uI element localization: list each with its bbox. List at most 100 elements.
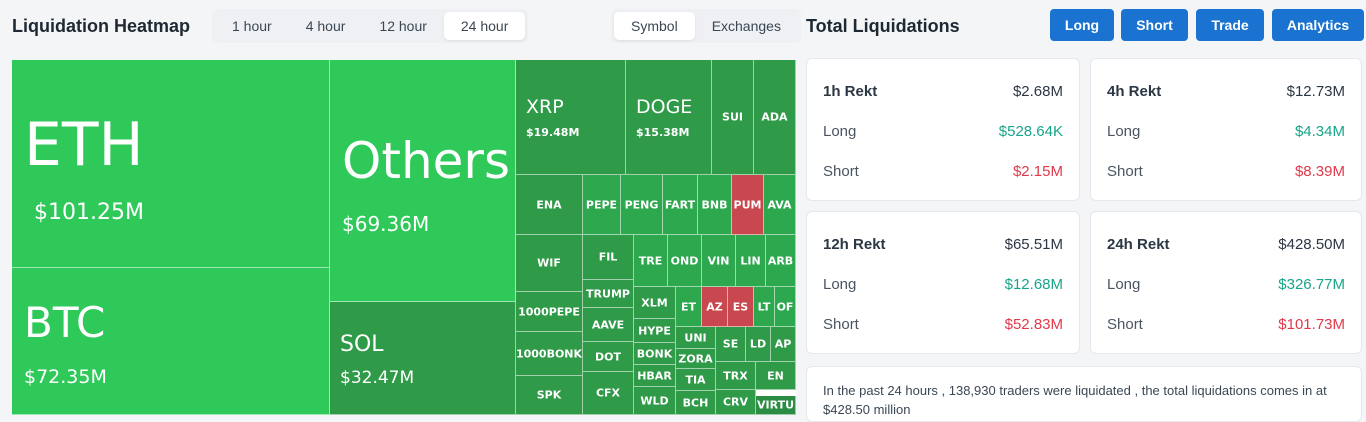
tab-12-hour[interactable]: 12 hour xyxy=(379,18,427,34)
tile-symbol: HYPE xyxy=(638,324,671,337)
tile-symbol: VIN xyxy=(707,254,730,267)
heatmap-tile-pepe[interactable]: PEPE xyxy=(583,175,621,235)
tile-symbol: OF xyxy=(776,300,794,313)
tile-symbol: ZORA xyxy=(678,352,713,365)
heatmap-tile-esx[interactable]: ES xyxy=(728,287,754,327)
heatmap-tile-cfx[interactable]: CFX xyxy=(583,372,634,415)
heatmap-tile-bch[interactable]: BCH xyxy=(676,391,716,415)
tile-symbol: SUI xyxy=(722,110,743,124)
heatmap-tile-tree[interactable]: TRE xyxy=(634,235,668,287)
tab-24-hour[interactable]: 24 hour xyxy=(443,12,526,40)
tile-symbol: TRE xyxy=(638,254,663,267)
heatmap-tile-zora[interactable]: ZORA xyxy=(676,349,716,369)
tile-symbol: LD xyxy=(749,337,767,351)
heatmap-tile-wld[interactable]: WLD xyxy=(634,387,676,415)
heatmap-tile-apt[interactable]: AP xyxy=(771,327,796,362)
heatmap-tile-ondo[interactable]: OND xyxy=(668,235,702,287)
heatmap-tile-bonk[interactable]: BONK xyxy=(634,343,676,365)
stat-card-24h: 24h Rekt $428.50M Long $326.77M Short $1… xyxy=(1090,211,1362,354)
heatmap-tile-crv[interactable]: CRV xyxy=(716,390,756,415)
card-total: $2.68M xyxy=(1012,83,1063,100)
heatmap-tile-fart[interactable]: FART xyxy=(663,175,698,235)
liquidation-summary: In the past 24 hours , 138,930 traders w… xyxy=(806,366,1362,422)
card-long-row: Long $12.68M xyxy=(823,276,1063,296)
heatmap-tile-1000pepe[interactable]: 1000PEPE xyxy=(516,292,583,332)
heatmap-tile-ens[interactable]: EN xyxy=(756,362,796,390)
heatmap-tile-virtual[interactable]: VIRTU xyxy=(756,396,796,415)
card-short-row: Short $8.39M xyxy=(1107,163,1345,183)
heatmap-tile-tia[interactable]: TIA xyxy=(676,369,716,391)
tab-symbol[interactable]: Symbol xyxy=(614,12,695,40)
tile-symbol: PENG xyxy=(624,198,659,211)
long-value: $326.77M xyxy=(1278,276,1345,293)
heatmap-tile-sol[interactable]: SOL $32.47M xyxy=(330,302,516,415)
tile-symbol: BCH xyxy=(682,396,709,409)
tile-amount: $32.47M xyxy=(340,368,415,388)
heatmap-tile-fil[interactable]: FIL xyxy=(583,235,634,280)
heatmap-tile-ada[interactable]: ADA xyxy=(754,60,796,175)
card-short-row: Short $2.15M xyxy=(823,163,1063,183)
tile-symbol: AAVE xyxy=(591,318,625,331)
heatmap-tile-xlm[interactable]: XLM xyxy=(634,287,676,319)
heatmap-tile-1000bonk[interactable]: 1000BONK xyxy=(516,332,583,376)
tab-4-hour[interactable]: 4 hour xyxy=(305,18,346,34)
heatmap-tile-op[interactable]: OF xyxy=(775,287,796,327)
heatmap-tile-avax[interactable]: AVA xyxy=(764,175,796,235)
tile-symbol: WIF xyxy=(537,256,561,270)
heatmap-tile-wif[interactable]: WIF xyxy=(516,235,583,292)
short-button[interactable]: Short xyxy=(1121,9,1188,41)
long-button[interactable]: Long xyxy=(1050,9,1114,41)
heatmap-tile-hbar[interactable]: HBAR xyxy=(634,365,676,387)
heatmap-tile-trump[interactable]: TRUMP xyxy=(583,280,634,308)
tile-symbol: LT xyxy=(757,300,771,313)
heatmap-tile-dot[interactable]: DOT xyxy=(583,342,634,372)
short-label: Short xyxy=(1107,163,1143,180)
card-long-row: Long $528.64K xyxy=(823,123,1063,143)
tile-symbol: ADA xyxy=(761,110,788,124)
heatmap-tile-pump[interactable]: PUM xyxy=(732,175,764,235)
heatmap-tile-hype[interactable]: HYPE xyxy=(634,319,676,343)
heatmap-tile-others[interactable]: Others $69.36M xyxy=(330,60,516,302)
tile-symbol: WLD xyxy=(640,394,669,407)
heatmap-tile-btc[interactable]: BTC $72.35M xyxy=(12,268,330,415)
heatmap-tile-peng[interactable]: PENG xyxy=(621,175,663,235)
heatmap-tile-trx[interactable]: TRX xyxy=(716,362,756,390)
heatmap-tile-xrp[interactable]: XRP $19.48M xyxy=(516,60,626,175)
long-value: $12.68M xyxy=(1004,276,1063,293)
heatmap-tile-arb[interactable]: ARB xyxy=(766,235,796,287)
heatmap-tile-vine[interactable]: VIN xyxy=(702,235,736,287)
tab-1-hour[interactable]: 1 hour xyxy=(232,18,272,34)
heatmap-tile-ena[interactable]: ENA xyxy=(516,175,583,235)
short-label: Short xyxy=(1107,316,1143,333)
heatmap-tile-eth[interactable]: ETH $101.25M xyxy=(12,60,330,268)
heatmap-tile-aave[interactable]: AAVE xyxy=(583,308,634,342)
trade-button[interactable]: Trade xyxy=(1196,9,1264,41)
heatmap-tile-ltc[interactable]: LT xyxy=(754,287,775,327)
long-label: Long xyxy=(1107,276,1141,293)
card-total: $428.50M xyxy=(1278,236,1345,253)
heatmap-tile-ldo[interactable]: LD xyxy=(746,327,771,362)
top-bar: Liquidation Heatmap 1 hour 4 hour 12 hou… xyxy=(0,0,1366,56)
time-range-tabs: 1 hour 4 hour 12 hour 24 hour xyxy=(212,9,529,43)
heatmap-tile-spk[interactable]: SPK xyxy=(516,376,583,415)
heatmap-tile-etc[interactable]: ET xyxy=(676,287,702,327)
heatmap-tile-sei[interactable]: SE xyxy=(716,327,746,362)
card-label: 1h Rekt xyxy=(823,83,878,100)
tile-symbol: BTC xyxy=(24,298,106,347)
analytics-button[interactable]: Analytics xyxy=(1272,9,1364,41)
heatmap-tile-a2z[interactable]: AZ xyxy=(702,287,728,327)
tab-exchanges[interactable]: Exchanges xyxy=(711,18,781,34)
heatmap-tile-sui[interactable]: SUI xyxy=(712,60,754,175)
heatmap-tile-uni[interactable]: UNI xyxy=(676,327,716,349)
heatmap-tile-bnb[interactable]: BNB xyxy=(698,175,732,235)
heatmap-tile-doge[interactable]: DOGE $15.38M xyxy=(626,60,712,175)
tile-symbol: FIL xyxy=(598,250,618,264)
card-label: 24h Rekt xyxy=(1107,236,1170,253)
tile-symbol: BONK xyxy=(636,347,673,360)
card-header-row: 12h Rekt $65.51M xyxy=(823,236,1063,256)
tile-symbol: ENA xyxy=(536,198,562,211)
tile-symbol: AP xyxy=(774,337,792,351)
tile-symbol: 1000PEPE xyxy=(518,305,580,318)
heatmap-tile-link[interactable]: LIN xyxy=(736,235,766,287)
card-label: 12h Rekt xyxy=(823,236,886,253)
